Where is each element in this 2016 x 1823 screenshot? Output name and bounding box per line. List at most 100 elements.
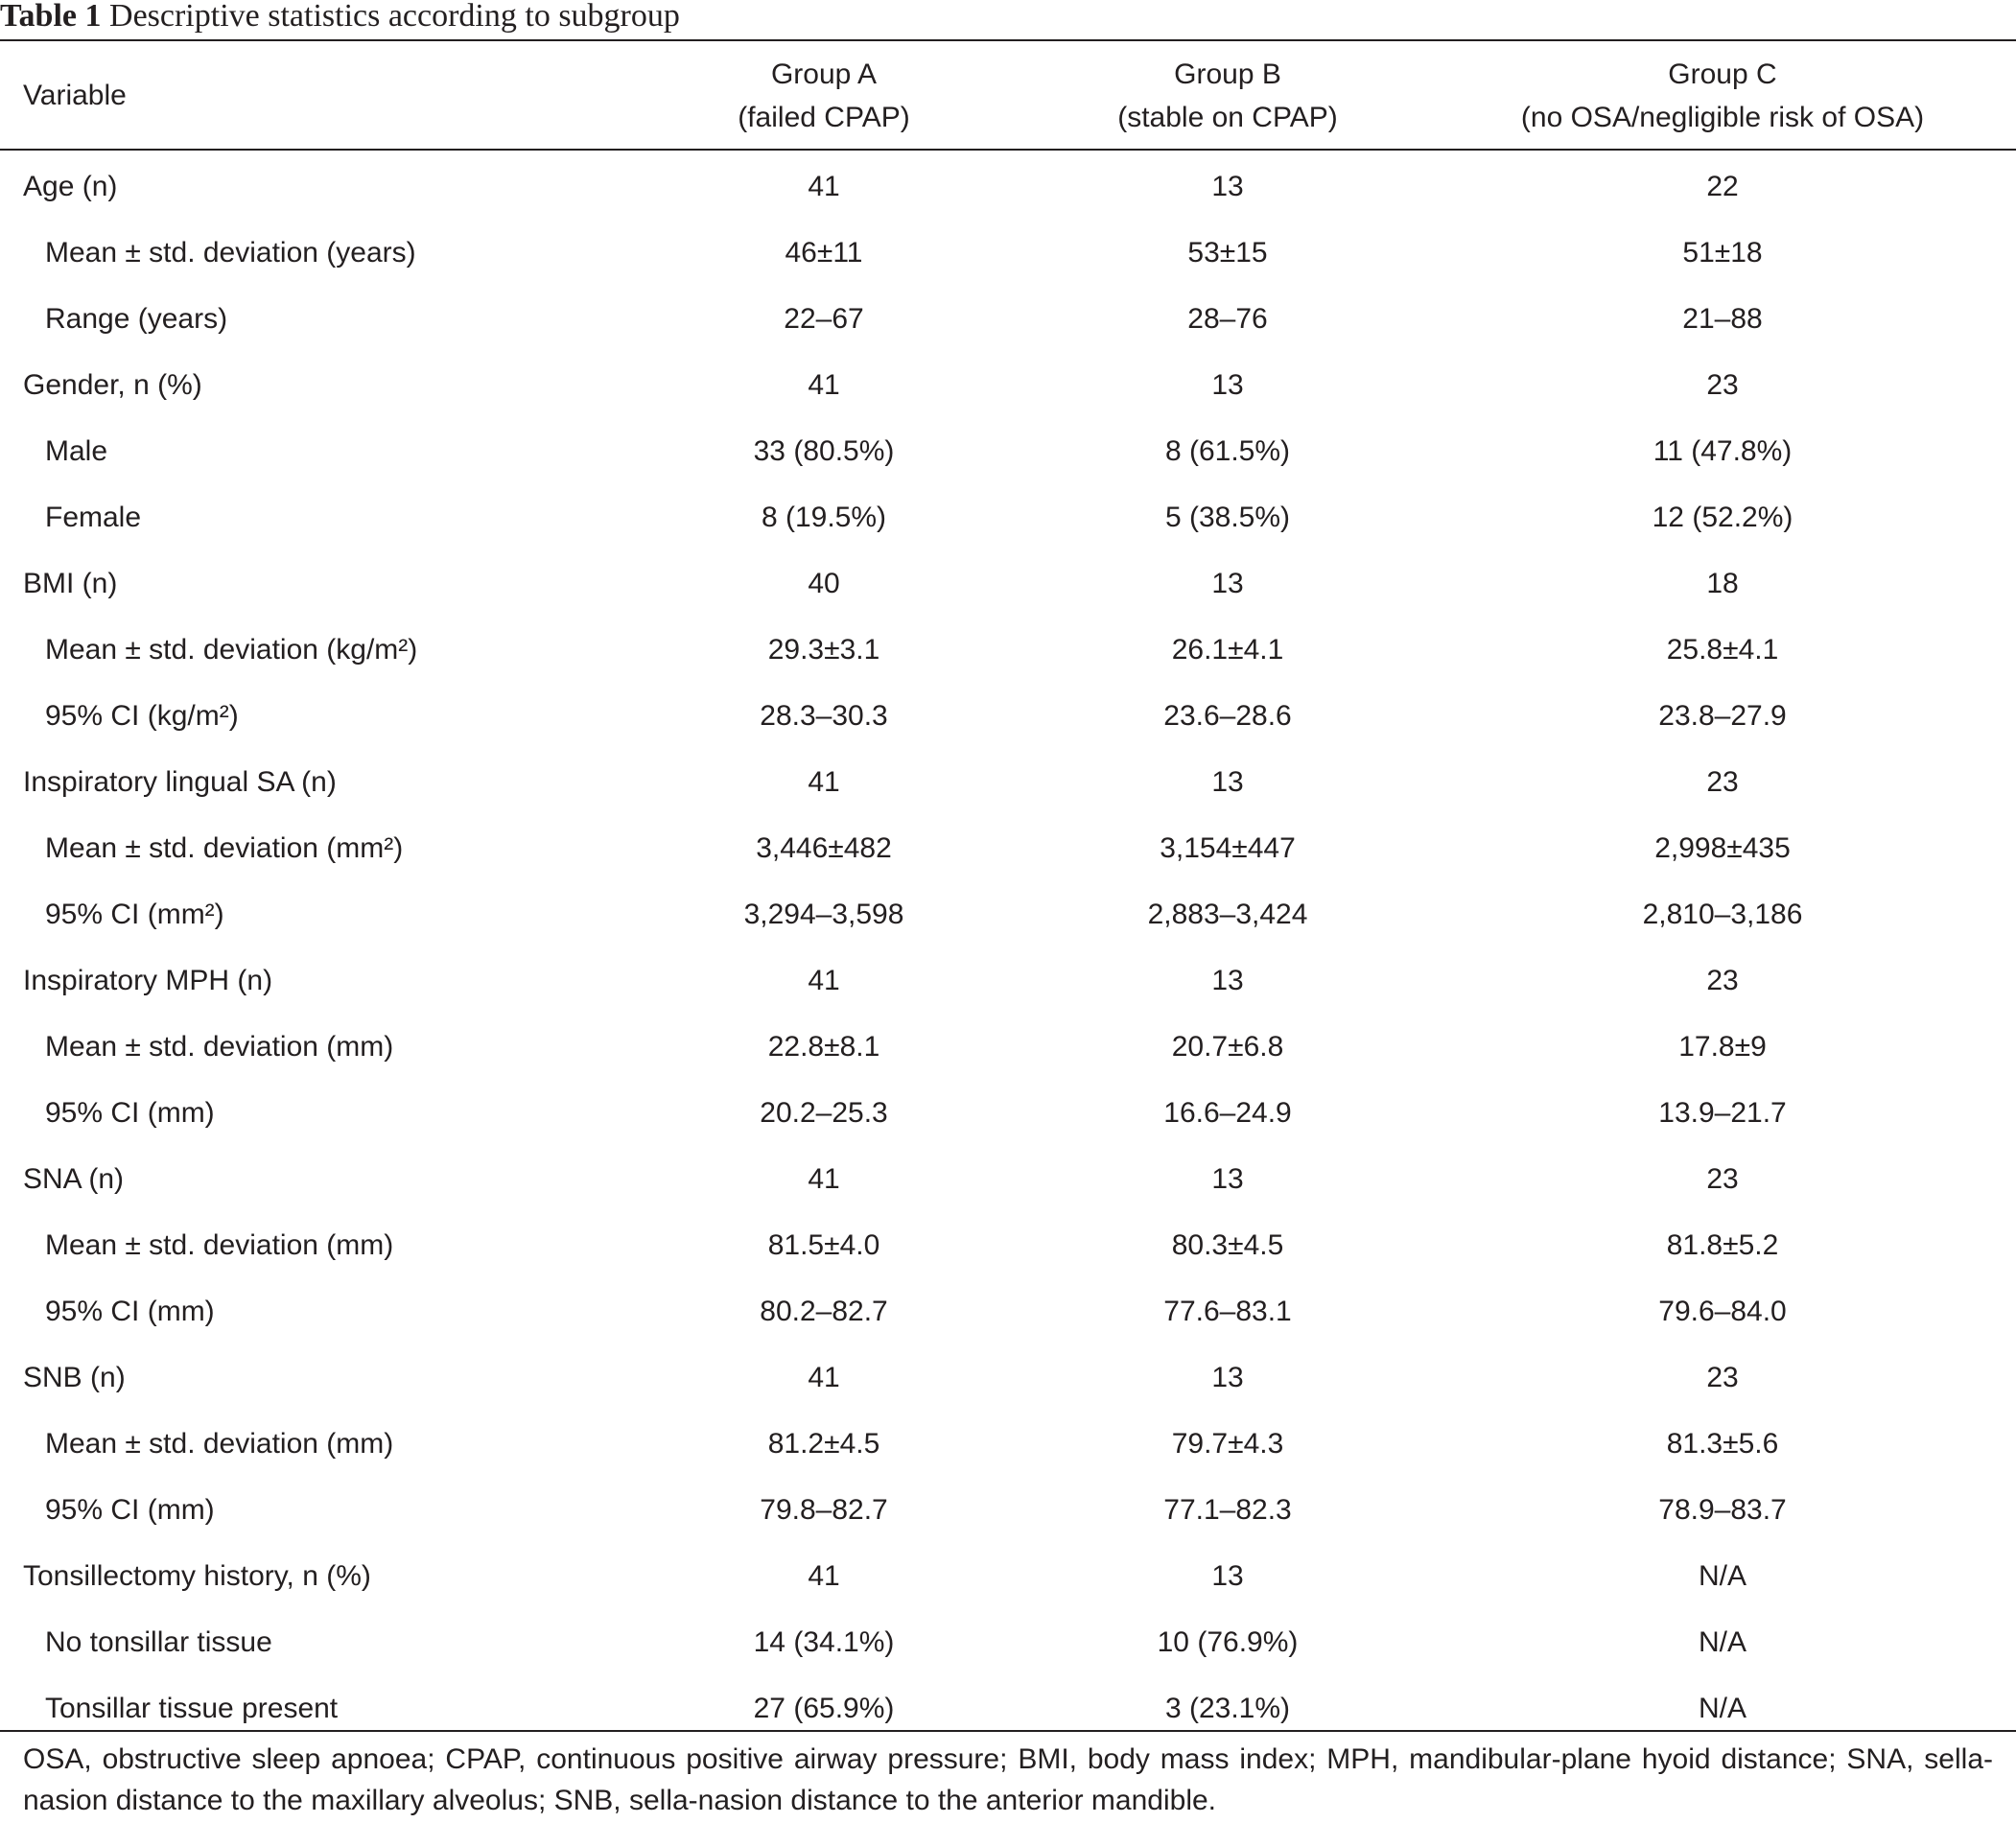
cell-group-a: 41 (808, 1560, 840, 1592)
row-label: Age (n) (23, 171, 118, 202)
row-label: Inspiratory MPH (n) (23, 965, 273, 996)
cell-group-b: 13 (1211, 766, 1244, 798)
cell-group-b: 53±15 (1187, 237, 1268, 269)
row-label: SNA (n) (23, 1163, 125, 1195)
table-row: Mean ± std. deviation (years) 46±11 53±15 5… (0, 220, 2016, 286)
row-label: No tonsillar tissue (45, 1626, 272, 1658)
cell-group-c: 25.8±4.1 (1666, 634, 1779, 666)
cell-group-b: 79.7±4.3 (1171, 1428, 1284, 1460)
table-row: 95% CI (mm) 79.8–82.7 77.1–82.3 78.9–83.7 (0, 1477, 2016, 1543)
cell-group-c: 81.8±5.2 (1666, 1229, 1779, 1261)
cell-group-b: 13 (1211, 171, 1244, 202)
cell-group-a: 41 (808, 171, 840, 202)
row-label: Mean ± std. deviation (years) (45, 237, 416, 269)
cell-group-b: 3 (23.1%) (1164, 1693, 1291, 1724)
row-label: Mean ± std. deviation (kg/m²) (45, 634, 418, 666)
cell-group-a: 22–67 (784, 303, 864, 335)
cell-group-a: 41 (808, 369, 840, 401)
cell-group-a: 14 (34.1%) (753, 1626, 895, 1658)
header-group-c-name: Group C (1668, 58, 1777, 90)
cell-group-a: 46±11 (785, 237, 863, 269)
table-row: Inspiratory lingual SA (n) 41 13 23 (0, 749, 2016, 815)
table-caption: Table 1 Descriptive statistics according… (0, 0, 680, 38)
cell-group-b: 26.1±4.1 (1171, 634, 1284, 666)
cell-group-a: 3,294–3,598 (743, 899, 904, 930)
table-row: Age (n) 41 13 22 (0, 153, 2016, 220)
table-row: Gender, n (%) 41 13 23 (0, 352, 2016, 418)
cell-group-c: N/A (1698, 1626, 1746, 1658)
cell-group-a: 81.2±4.5 (767, 1428, 880, 1460)
cell-group-c: 51±18 (1682, 237, 1763, 269)
cell-group-a: 41 (808, 766, 840, 798)
row-label: SNB (n) (23, 1362, 126, 1393)
cell-group-a: 8 (19.5%) (761, 502, 887, 533)
table-row: Mean ± std. deviation (kg/m²) 29.3±3.1 26.… (0, 617, 2016, 683)
cell-group-c: 23 (1706, 1163, 1739, 1195)
cell-group-b: 16.6–24.9 (1163, 1097, 1292, 1129)
cell-group-b: 80.3±4.5 (1171, 1229, 1284, 1261)
header-group-b-name: Group B (1174, 58, 1281, 90)
table-caption-label: Table 1 (0, 0, 102, 34)
cell-group-c: 78.9–83.7 (1658, 1494, 1787, 1526)
table-row: Female 8 (19.5%) 5 (38.5%) 12 (52.2%) (0, 484, 2016, 550)
row-label: Range (years) (45, 303, 228, 335)
table-row: Mean ± std. deviation (mm) 81.5±4.0 80.3±4… (0, 1212, 2016, 1278)
header-group-a-desc: (failed CPAP) (738, 101, 910, 133)
cell-group-c: 23 (1706, 369, 1739, 401)
cell-group-c: 13.9–21.7 (1658, 1097, 1787, 1129)
cell-group-b: 13 (1211, 1560, 1244, 1592)
row-label: Mean ± std. deviation (mm) (45, 1229, 394, 1261)
cell-group-b: 3,154±447 (1160, 832, 1296, 864)
header-group-a-name: Group A (770, 58, 878, 90)
cell-group-a: 41 (808, 965, 840, 996)
cell-group-a: 29.3±3.1 (767, 634, 880, 666)
cell-group-a: 40 (808, 568, 840, 599)
cell-group-c: 17.8±9 (1678, 1031, 1767, 1063)
table-body: Age (n) 41 13 22 Mean ± std. deviation (year… (0, 153, 2016, 1741)
table-header: Variable Group A (failed CPAP) Group B (… (0, 42, 2016, 149)
cell-group-b: 13 (1211, 1362, 1244, 1393)
table-row: Tonsillar tissue present 27 (65.9%) 3 (23.… (0, 1675, 2016, 1741)
table-caption-title: Descriptive statistics according to subg… (109, 0, 680, 34)
table-row: Male 33 (80.5%) 8 (61.5%) 11 (47.8%) (0, 418, 2016, 484)
cell-group-b: 23.6–28.6 (1163, 700, 1292, 732)
cell-group-a: 3,446±482 (756, 832, 892, 864)
row-label: 95% CI (mm) (45, 1296, 215, 1327)
cell-group-b: 13 (1211, 965, 1244, 996)
cell-group-b: 20.7±6.8 (1171, 1031, 1284, 1063)
cell-group-a: 27 (65.9%) (753, 1693, 895, 1724)
cell-group-c: 79.6–84.0 (1658, 1296, 1787, 1327)
row-label: BMI (n) (23, 568, 118, 599)
cell-group-b: 10 (76.9%) (1157, 1626, 1299, 1658)
row-label: Tonsillar tissue present (45, 1693, 339, 1724)
header-group-a: Group A (failed CPAP) (632, 42, 1016, 149)
cell-group-c: 12 (52.2%) (1652, 502, 1793, 533)
row-label: Inspiratory lingual SA (n) (23, 766, 337, 798)
table-row: Mean ± std. deviation (mm) 81.2±4.5 79.7±4… (0, 1411, 2016, 1477)
header-rule (0, 149, 2016, 151)
table-row: SNB (n) 41 13 23 (0, 1344, 2016, 1411)
cell-group-a: 41 (808, 1163, 840, 1195)
table-row: 95% CI (mm) 20.2–25.3 16.6–24.9 13.9–21.7 (0, 1080, 2016, 1146)
row-label: 95% CI (kg/m²) (45, 700, 239, 732)
row-label: 95% CI (mm²) (45, 899, 224, 930)
cell-group-c: 23 (1706, 965, 1739, 996)
cell-group-a: 22.8±8.1 (767, 1031, 880, 1063)
cell-group-b: 13 (1211, 369, 1244, 401)
cell-group-b: 2,883–3,424 (1147, 899, 1308, 930)
cell-group-a: 33 (80.5%) (753, 435, 895, 467)
table-row: Mean ± std. deviation (mm) 22.8±8.1 20.7±6… (0, 1014, 2016, 1080)
cell-group-c: 18 (1706, 568, 1739, 599)
row-label: Gender, n (%) (23, 369, 202, 401)
cell-group-b: 77.6–83.1 (1163, 1296, 1292, 1327)
cell-group-c: 2,810–3,186 (1642, 899, 1803, 930)
header-group-c: Group C (no OSA/negligible risk of OSA) (1435, 42, 2010, 149)
table-footnote: OSA, obstructive sleep apnoea; CPAP, con… (23, 1743, 1993, 1816)
cell-group-a: 79.8–82.7 (760, 1494, 888, 1526)
table-row: 95% CI (kg/m²) 28.3–30.3 23.6–28.6 23.8–27.… (0, 683, 2016, 749)
cell-group-c: 23 (1706, 1362, 1739, 1393)
table-row: Mean ± std. deviation (mm²) 3,446±482 3,15… (0, 815, 2016, 881)
header-group-b: Group B (stable on CPAP) (1036, 42, 1419, 149)
cell-group-c: N/A (1698, 1560, 1746, 1592)
cell-group-c: 2,998±435 (1654, 832, 1791, 864)
